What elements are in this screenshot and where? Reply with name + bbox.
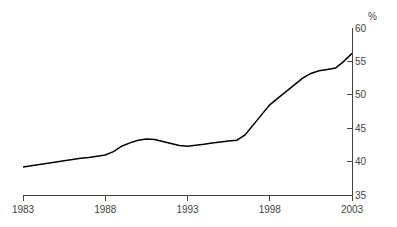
svg-text:2003: 2003 — [341, 204, 364, 215]
svg-text:60: 60 — [355, 23, 367, 34]
svg-text:50: 50 — [355, 89, 367, 100]
svg-text:1998: 1998 — [259, 204, 282, 215]
svg-text:35: 35 — [355, 190, 367, 201]
svg-text:1983: 1983 — [12, 204, 35, 215]
svg-text:55: 55 — [355, 56, 367, 67]
svg-text:40: 40 — [355, 156, 367, 167]
svg-text:%: % — [368, 11, 377, 22]
svg-text:45: 45 — [355, 123, 367, 134]
svg-text:1993: 1993 — [176, 204, 199, 215]
svg-text:1988: 1988 — [94, 204, 117, 215]
